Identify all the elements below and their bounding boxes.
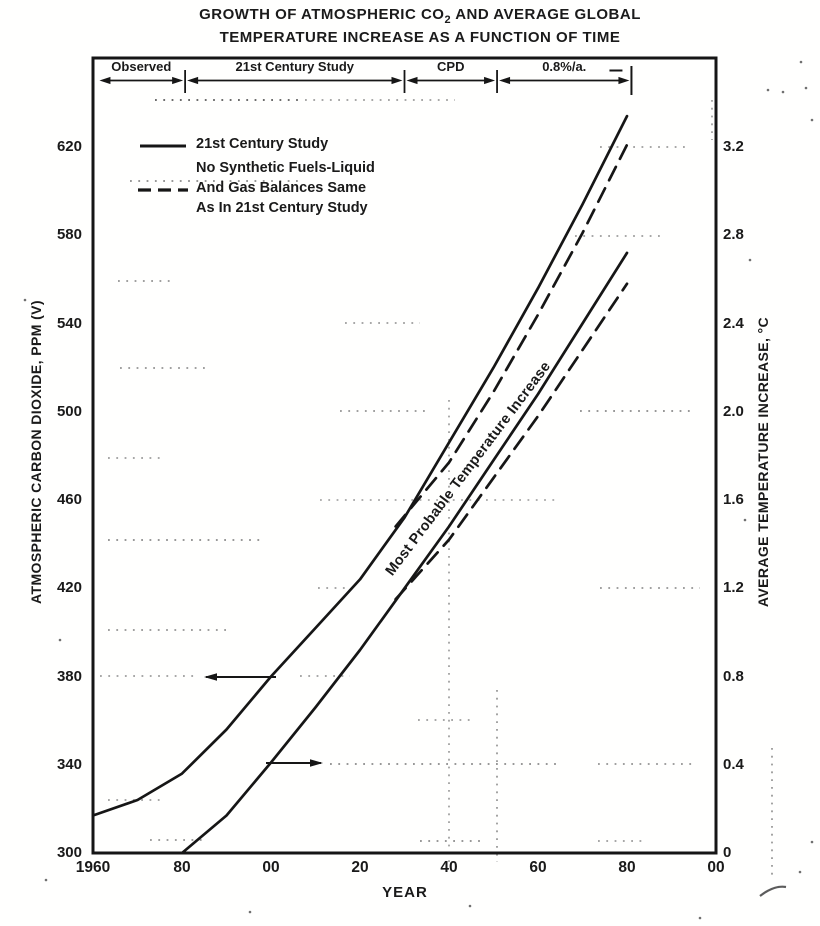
right-tick-label: 1.2 [723,579,744,597]
left-tick-label: 300 [56,844,82,861]
legend-swatches [138,144,188,192]
x-axis-title: YEAR [382,884,428,901]
band-segment-label: 21st Century Study [235,59,355,74]
legend-dashed-line1: No Synthetic Fuels-Liquid [196,160,375,176]
legend-item-solid-label: 21st Century Study [196,136,329,152]
left-tick-label: 420 [56,579,82,597]
top-band [99,66,633,95]
right-axis-title: AVERAGE TEMPERATURE INCREASE, °C [755,316,771,608]
right-tick-label: 1.6 [723,491,744,508]
left-tick-label: 620 [56,138,82,155]
band-segment-label: Observed [111,59,172,74]
legend-item-dashed-label: No Synthetic Fuels-Liquid And Gas Balanc… [196,158,375,218]
curves [91,114,629,855]
axis-pointer-arrows [204,673,323,767]
left-tick-label: 460 [56,491,82,508]
co2-subscript: 2 [444,14,452,26]
legend-dashed-line3: As In 21st Century Study [196,200,368,216]
left-tick-label: 500 [56,402,82,420]
chart-title: GROWTH OF ATMOSPHERIC CO2 AND AVERAGE GL… [60,6,780,47]
band-segment-label: CPD [437,59,465,74]
chart-title-line2: TEMPERATURE INCREASE AS A FUNCTION OF TI… [219,29,621,46]
right-tick-label: 2.0 [723,402,744,420]
co2-no-synthetic-fuels-curve [394,143,629,528]
right-tick-label: 0.4 [723,755,744,773]
x-tick-label: 1960 [75,859,111,876]
right-tick-label: 0 [723,844,732,861]
left-tick-label: 540 [56,314,82,332]
plot-frame [91,56,718,855]
x-tick-label: 80 [173,859,191,876]
x-tick-label: 00 [262,859,280,876]
x-tick-label: 60 [529,859,547,876]
x-tick-label: 00 [707,859,725,876]
left-tick-label: 580 [56,226,82,244]
temp-no-synthetic-fuels-curve [394,282,629,601]
legend-dashed-line2: And Gas Balances Same [196,180,367,196]
right-tick-label: 3.2 [723,138,744,155]
right-tick-label: 2.8 [723,226,744,244]
right-tick-label: 2.4 [723,314,744,332]
left-tick-label: 340 [56,755,82,773]
left-axis-title: ATMOSPHERIC CARBON DIOXIDE, PPM (V) [28,300,44,604]
left-tick-label: 380 [56,667,82,685]
band-segment-label: 0.8%/a. [542,59,587,74]
x-tick-label: 20 [351,859,369,876]
scan-noise-layer [23,60,814,920]
x-tick-label: 80 [618,859,636,876]
chart-title-line1: GROWTH OF ATMOSPHERIC CO2 AND AVERAGE GL… [199,6,641,26]
x-tick-label: 40 [440,859,458,876]
right-tick-label: 0.8 [723,667,744,685]
co2-21st-century-study-curve [91,114,629,817]
